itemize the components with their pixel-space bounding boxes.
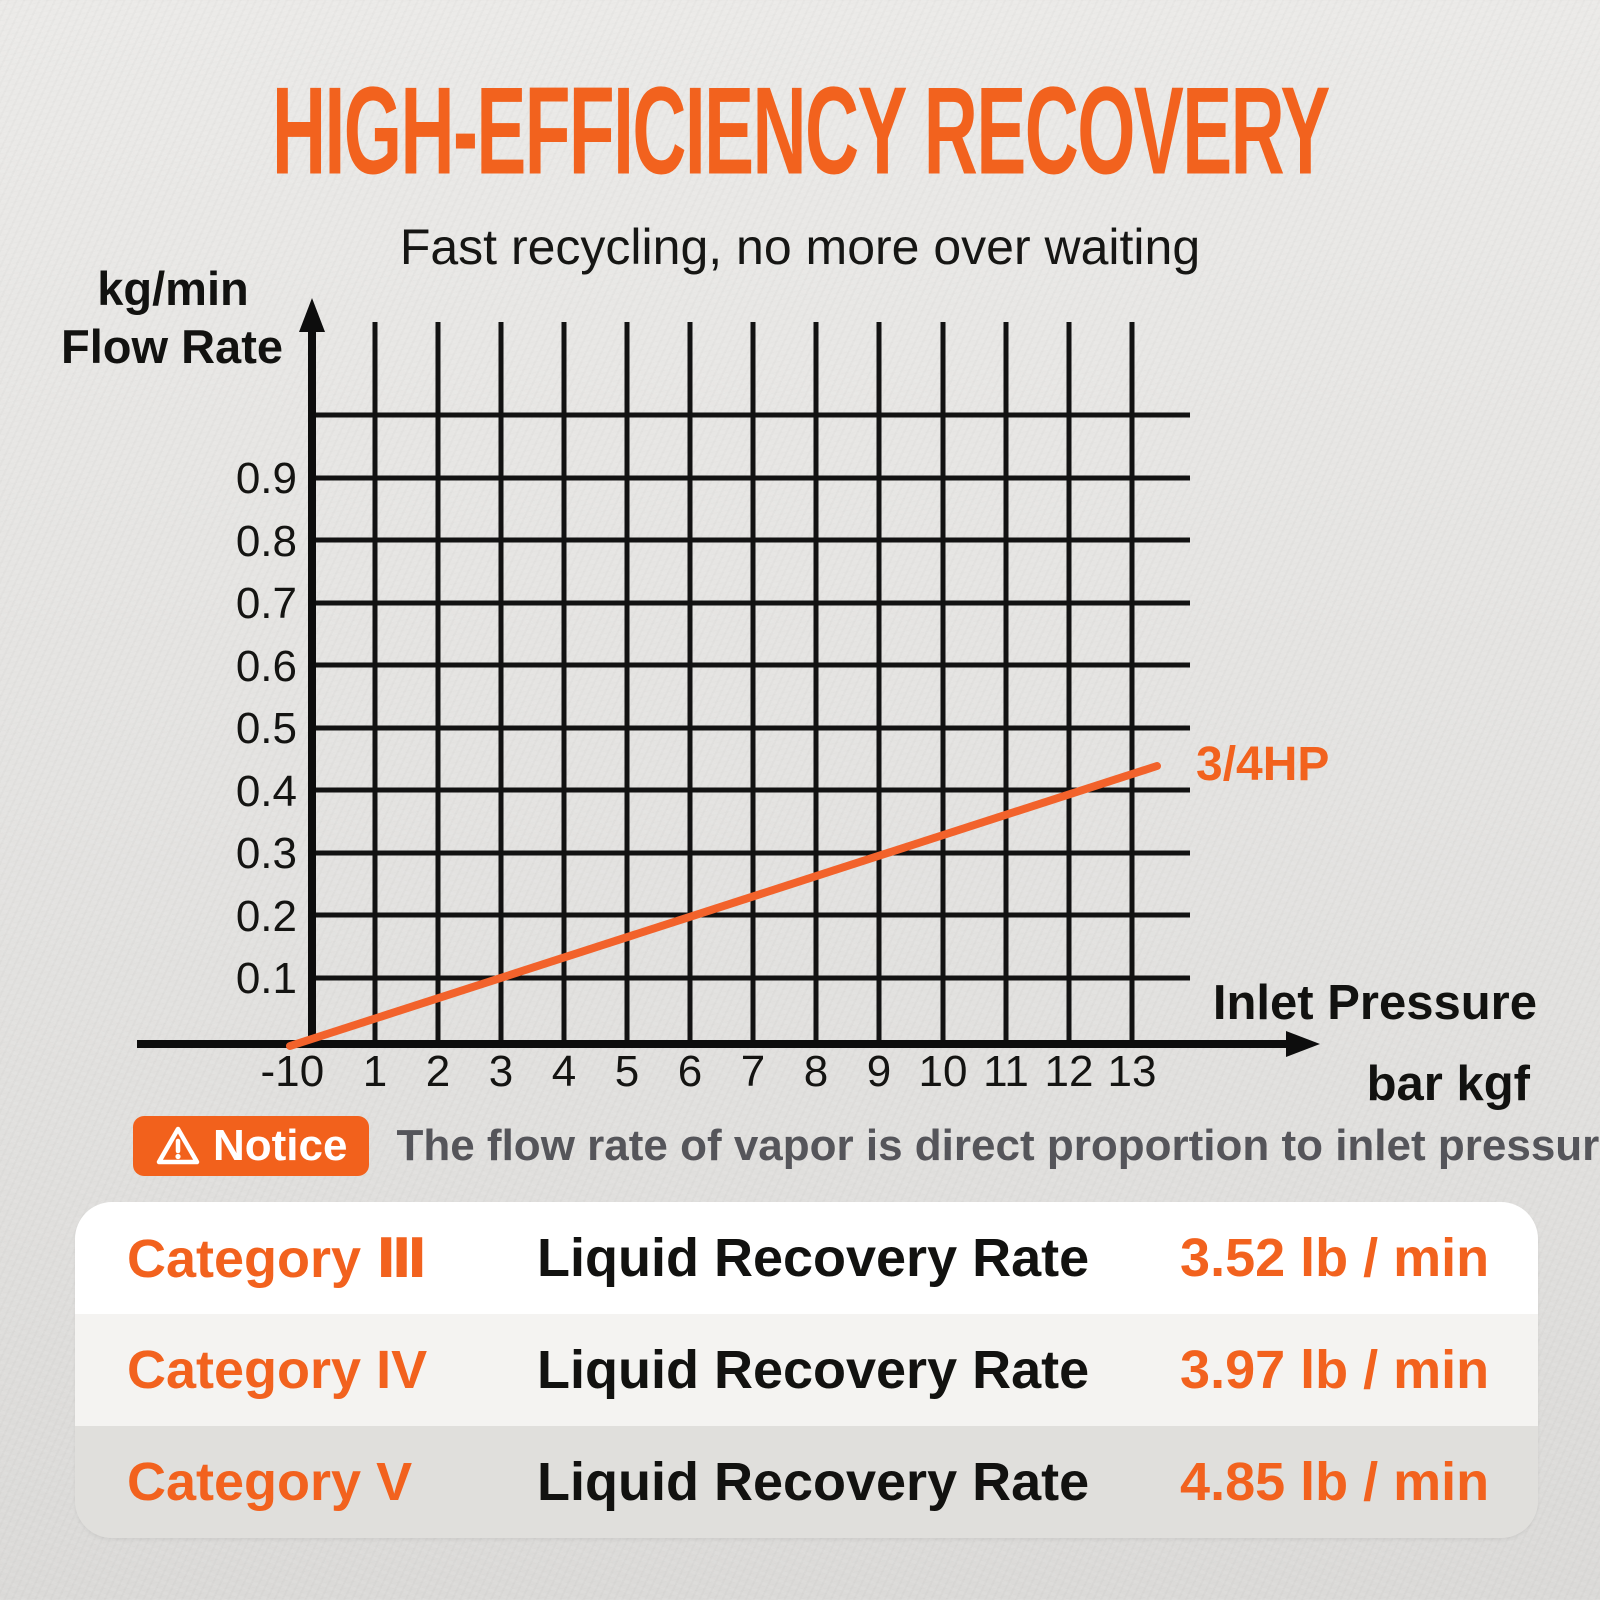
notice-row: Notice The flow rate of vapor is direct … (133, 1116, 1600, 1176)
x-tick: -1 (260, 1047, 299, 1096)
y-tick-labels: 0.9 0.8 0.7 0.6 0.5 0.4 0.3 0.2 0.1 (236, 454, 297, 1003)
x-tick: 5 (615, 1047, 639, 1096)
table-row: Category Ⅲ Liquid Recovery Rate 3.52 lb … (75, 1202, 1538, 1314)
recovery-rate-table: Category Ⅲ Liquid Recovery Rate 3.52 lb … (75, 1202, 1538, 1538)
row-value: 3.52 lb / min (1180, 1228, 1490, 1288)
row-label: Liquid Recovery Rate (537, 1452, 1090, 1512)
row-value: 4.85 lb / min (1180, 1452, 1490, 1512)
grid-vertical-lines (372, 322, 1135, 1047)
page-title: HIGH-EFFICIENCY RECOVERY (271, 61, 1330, 201)
y-tick: 0.9 (236, 454, 297, 503)
x-tick: 8 (804, 1047, 828, 1096)
x-axis-unit-label: bar kgf (1367, 1057, 1531, 1111)
row-value: 3.97 lb / min (1180, 1340, 1490, 1400)
x-tick: 12 (1045, 1047, 1094, 1096)
y-tick: 0.6 (236, 642, 297, 691)
y-axis-arrow (299, 298, 325, 332)
x-tick: 4 (552, 1047, 576, 1096)
table-row: Category IV Liquid Recovery Rate 3.97 lb… (75, 1314, 1538, 1426)
header: HIGH-EFFICIENCY RECOVERY (0, 69, 1600, 194)
grid-horizontal-lines (308, 412, 1190, 981)
x-tick: 10 (919, 1047, 968, 1096)
y-tick: 0.7 (236, 579, 297, 628)
x-tick: 1 (363, 1047, 387, 1096)
row-category: Category V (127, 1452, 413, 1512)
row-label: Liquid Recovery Rate (537, 1228, 1090, 1288)
x-axis-title-label: Inlet Pressure (1213, 976, 1537, 1030)
x-tick: 9 (867, 1047, 891, 1096)
x-tick: 7 (741, 1047, 765, 1096)
x-tick: 6 (678, 1047, 702, 1096)
notice-text: The flow rate of vapor is direct proport… (396, 1121, 1600, 1170)
table-row: Category V Liquid Recovery Rate 4.85 lb … (75, 1426, 1538, 1538)
x-axis (137, 1031, 1320, 1057)
x-tick: 11 (983, 1047, 1029, 1096)
x-tick: 2 (426, 1047, 450, 1096)
x-tick: 13 (1108, 1047, 1157, 1096)
row-label: Liquid Recovery Rate (537, 1340, 1090, 1400)
x-tick-labels: -1 0 1 2 3 4 5 6 7 8 9 10 11 12 13 (260, 1047, 1156, 1096)
y-axis-unit-label: kg/min (97, 262, 248, 315)
x-tick: 0 (300, 1047, 324, 1096)
x-tick: 3 (489, 1047, 513, 1096)
y-tick: 0.3 (236, 829, 297, 878)
row-category: Category IV (127, 1340, 428, 1400)
y-tick: 0.4 (236, 767, 297, 816)
y-tick: 0.5 (236, 704, 297, 753)
page-subtitle: Fast recycling, no more over waiting (399, 219, 1201, 275)
series-label: 3/4HP (1196, 738, 1329, 791)
y-tick: 0.8 (236, 517, 297, 566)
notice-badge-label: Notice (213, 1121, 348, 1170)
y-axis-title-label: Flow Rate (61, 320, 283, 373)
warning-triangle-icon (156, 1126, 200, 1165)
notice-badge: Notice (133, 1116, 370, 1176)
y-tick: 0.1 (236, 954, 297, 1003)
series-line-34hp (286, 762, 1161, 1050)
row-category: Category Ⅲ (127, 1228, 428, 1289)
x-axis-arrow (1286, 1031, 1320, 1057)
y-tick: 0.2 (236, 892, 297, 941)
y-axis (299, 298, 325, 1047)
